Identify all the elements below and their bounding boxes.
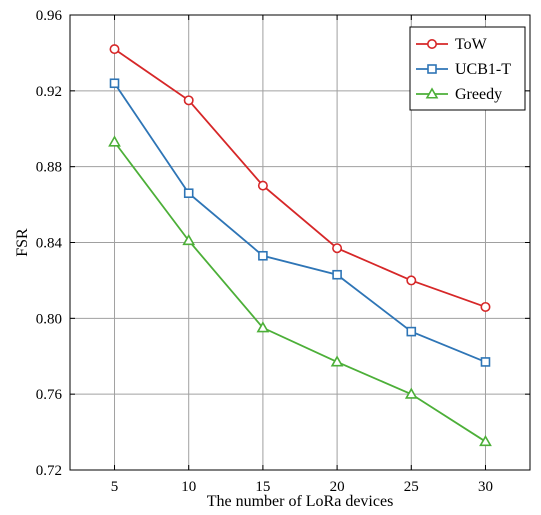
y-tick-label: 0.76	[36, 387, 63, 403]
data-point	[182, 233, 196, 246]
series-line	[114, 48, 486, 308]
data-point	[183, 95, 194, 106]
legend-label: UCB1-T	[455, 61, 511, 78]
x-tick-label: 10	[181, 479, 196, 495]
y-tick-label: 0.92	[36, 84, 62, 100]
data-point	[406, 275, 417, 286]
data-point	[480, 301, 491, 312]
series-line	[113, 82, 486, 363]
data-point	[406, 326, 417, 337]
x-tick-label: 25	[404, 479, 419, 495]
y-tick-label: 0.80	[36, 311, 62, 327]
legend-entry: UCB1-T	[416, 61, 511, 78]
legend-label: Greedy	[455, 86, 502, 103]
data-point	[404, 387, 418, 399]
data-point	[256, 321, 270, 333]
series-line	[113, 141, 486, 443]
legend: ToW UCB1-T Greedy	[409, 26, 526, 111]
legend-label: ToW	[455, 36, 488, 53]
series-greedy	[108, 135, 492, 447]
series-ucb1-t	[109, 78, 491, 367]
data-point	[108, 135, 121, 147]
y-tick-label: 0.88	[36, 160, 62, 176]
y-tick-label: 0.72	[36, 463, 62, 479]
x-tick-label: 30	[478, 479, 493, 495]
legend-marker	[427, 64, 437, 74]
y-tick-label: 0.84	[36, 236, 63, 252]
x-tick-label: 15	[255, 479, 270, 495]
axis-ticks: 5 10 15 20 25 30 0.72 0.76 0.80 0.84 0.88 0.92 0.96	[36, 8, 530, 495]
data-point	[258, 250, 268, 261]
x-tick-label: 20	[330, 479, 345, 495]
legend-marker	[426, 38, 437, 49]
data-point	[332, 269, 342, 280]
data-point	[109, 44, 120, 55]
x-tick-label: 5	[111, 479, 119, 495]
series-tow	[109, 44, 491, 312]
y-tick-label: 0.96	[36, 8, 63, 24]
data-point	[480, 357, 491, 367]
legend-marker	[425, 87, 439, 99]
data-point	[257, 180, 268, 191]
data-point	[109, 78, 120, 89]
legend-entry: ToW	[416, 36, 488, 53]
x-axis-label: The number of LoRa devices	[207, 493, 394, 510]
data-point	[479, 434, 492, 447]
legend-entry: Greedy	[416, 86, 502, 103]
plot-series	[108, 44, 492, 447]
data-point	[183, 188, 194, 199]
y-axis-label: FSR	[14, 228, 31, 257]
data-point	[330, 355, 344, 367]
data-point	[332, 243, 343, 254]
